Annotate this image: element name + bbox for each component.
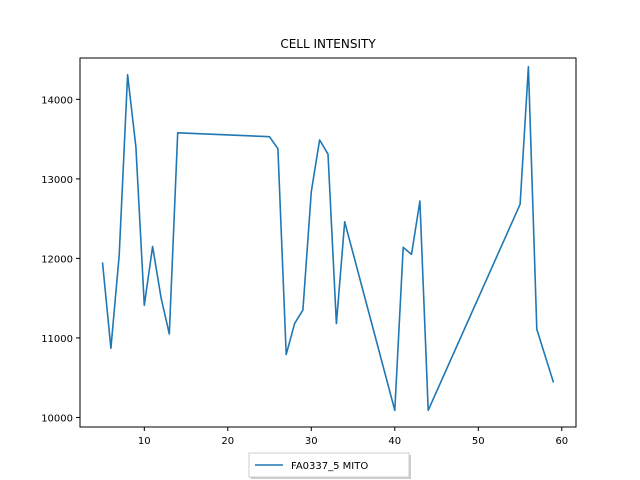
y-tick-label: 13000 — [41, 175, 73, 186]
y-tick-label: 11000 — [41, 334, 73, 345]
y-tick-label: 10000 — [41, 413, 73, 424]
chart-title: CELL INTENSITY — [280, 37, 376, 51]
x-tick-label: 20 — [221, 436, 234, 447]
y-tick-label: 12000 — [41, 254, 73, 265]
x-tick-label: 50 — [472, 436, 485, 447]
series-line — [101, 65, 555, 412]
y-tick-label: 14000 — [41, 95, 73, 106]
x-tick-label: 30 — [305, 436, 318, 447]
legend-label: FA0337_5 MITO — [291, 461, 368, 472]
legend: FA0337_5 MITO — [248, 452, 411, 479]
x-axis: 10 20 30 40 50 60 — [138, 427, 568, 447]
y-axis: 10000 11000 12000 13000 14000 — [41, 95, 80, 424]
x-tick-label: 10 — [138, 436, 151, 447]
x-tick-label: 40 — [388, 436, 401, 447]
plot-area — [79, 57, 577, 428]
x-tick-label: 60 — [555, 436, 568, 447]
